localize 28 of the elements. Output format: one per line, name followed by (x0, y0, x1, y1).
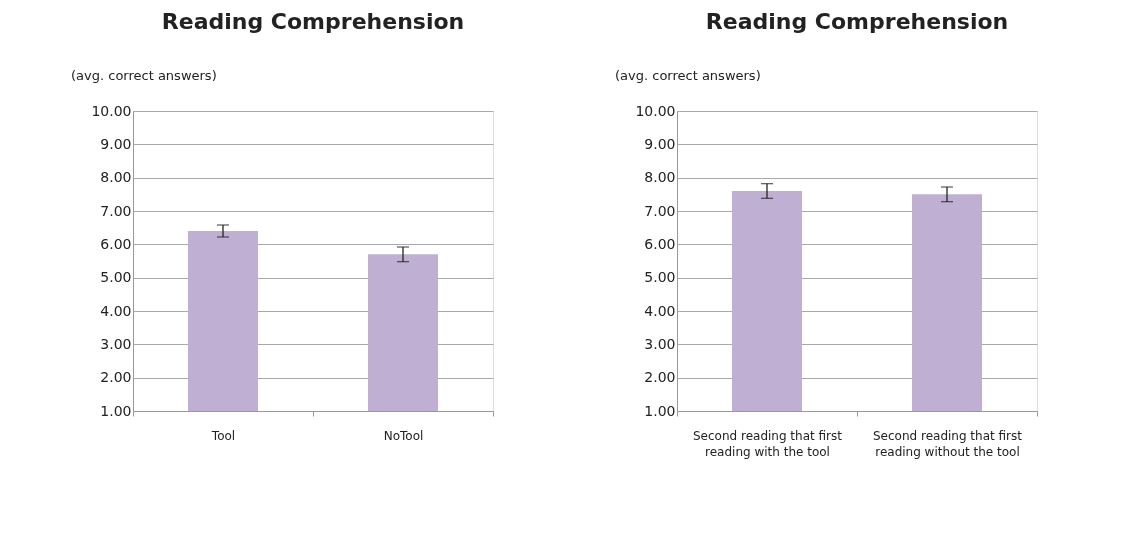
y-tick-label: 4.00 (644, 302, 676, 319)
x-tick-label: Tool (210, 428, 236, 443)
y-tick-label: 7.00 (644, 202, 676, 219)
y-tick-label: 3.00 (100, 335, 132, 352)
y-tick-label: 6.00 (644, 235, 676, 252)
y-tick-label: 7.00 (100, 202, 132, 219)
x-tick-label: Second reading that first reading with the tool (692, 428, 843, 459)
y-tick-label: 1.00 (644, 402, 676, 419)
y-tick-label: 2.00 (644, 369, 676, 386)
y-tick-label: 2.00 (100, 369, 132, 386)
y-tick-label: 4.00 (100, 302, 132, 319)
y-tick-label: 10.00 (91, 102, 132, 119)
chart-title: Reading Comprehension (161, 9, 465, 34)
y-tick-label: 5.00 (100, 269, 132, 286)
y-tick-label: 9.00 (100, 135, 132, 152)
y-tick-label: 10.00 (635, 102, 676, 119)
y-tick-label: 3.00 (644, 335, 676, 352)
y-tick-label: 9.00 (644, 135, 676, 152)
y-axis-title: (avg. correct answers) (71, 68, 217, 83)
y-tick-label: 8.00 (100, 169, 132, 186)
y-tick-label: 8.00 (644, 169, 676, 186)
y-tick-label: 6.00 (100, 235, 132, 252)
chart-title: Reading Comprehension (705, 9, 1009, 34)
x-tick-label: NoTool (383, 428, 424, 443)
x-tick-label: Second reading that first reading without the tool (872, 428, 1023, 459)
y-tick-label: 1.00 (100, 402, 132, 419)
y-tick-label: 5.00 (644, 269, 676, 286)
y-axis-title: (avg. correct answers) (615, 68, 761, 83)
